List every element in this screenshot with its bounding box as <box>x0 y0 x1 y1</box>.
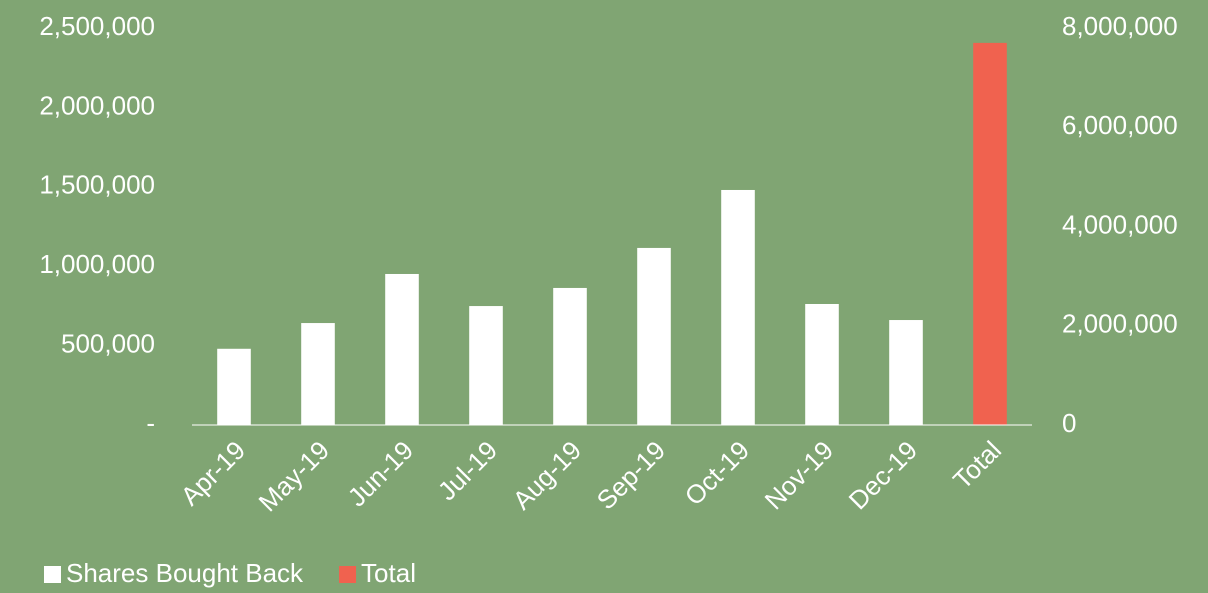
y-tick-label: 500,000 <box>61 328 155 358</box>
bar <box>301 323 335 425</box>
bar <box>889 320 923 425</box>
bar <box>637 247 671 425</box>
y2-tick-label: 0 <box>1062 408 1076 438</box>
legend-label: Total <box>361 558 416 588</box>
bar <box>217 348 251 425</box>
y-tick-label: - <box>146 408 155 438</box>
legend-swatch <box>44 566 61 583</box>
y-tick-label: 1,500,000 <box>39 170 155 200</box>
y-tick-label: 2,500,000 <box>39 11 155 41</box>
y2-tick-label: 2,000,000 <box>1062 309 1178 339</box>
y2-tick-label: 6,000,000 <box>1062 110 1178 140</box>
bar <box>805 303 839 425</box>
bar <box>469 306 503 425</box>
bar <box>553 287 587 425</box>
legend-label: Shares Bought Back <box>66 558 304 588</box>
y-tick-label: 1,000,000 <box>39 249 155 279</box>
legend-swatch <box>339 566 357 583</box>
bar <box>973 42 1007 425</box>
y2-tick-label: 8,000,000 <box>1062 11 1178 41</box>
bar <box>721 189 755 425</box>
y2-tick-label: 4,000,000 <box>1062 209 1178 239</box>
y-tick-label: 2,000,000 <box>39 90 155 120</box>
bar <box>385 273 419 425</box>
